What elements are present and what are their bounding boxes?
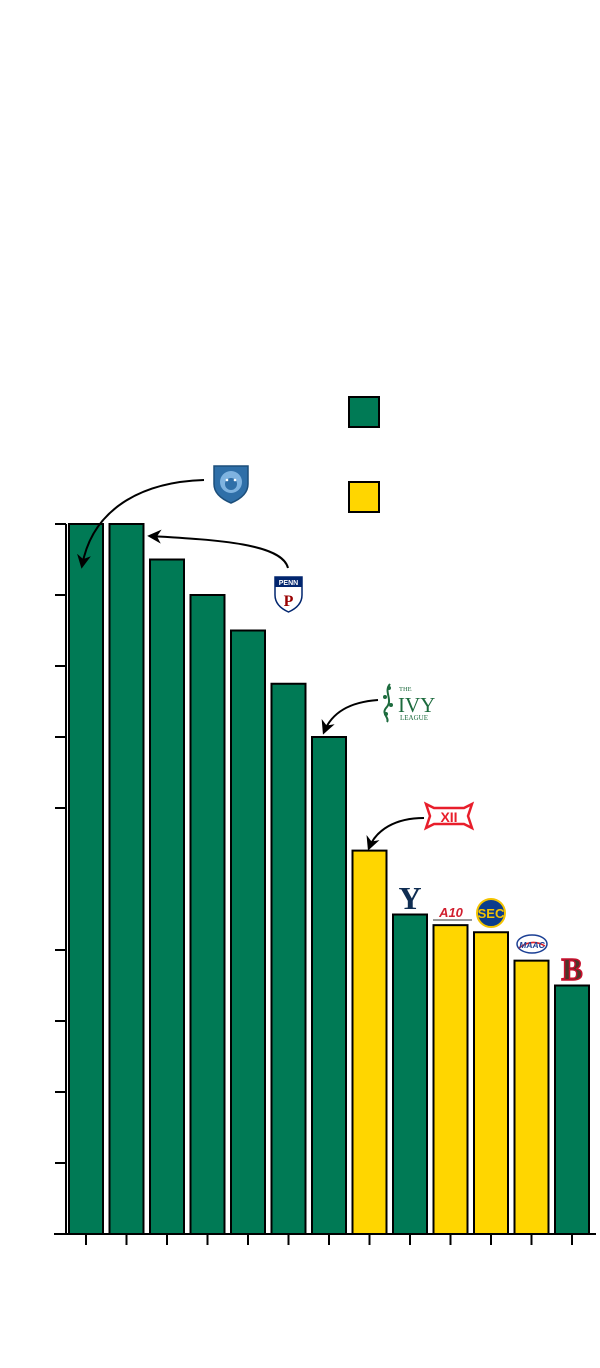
- yale-logo-letter: Y: [398, 880, 421, 916]
- bar-13: [554, 984, 590, 1235]
- annotation-arrows: [77, 479, 425, 851]
- bar-8: [351, 849, 388, 1235]
- brown-b-logo-icon: B: [561, 950, 584, 988]
- x-ticks: [85, 1234, 573, 1245]
- bar-11: [473, 931, 509, 1235]
- ivy-logo-league: LEAGUE: [400, 714, 428, 722]
- penn-shield-logo-icon: PENN P: [274, 576, 303, 613]
- yale-y-logo-icon: Y: [398, 880, 421, 916]
- lion-shield-logo-icon: [213, 465, 249, 504]
- bar-6: [270, 682, 307, 1235]
- sec-logo-icon: SEC: [476, 898, 506, 928]
- ivy-logo-ivy: IVY: [398, 693, 435, 717]
- maac-logo-text: MAAC: [519, 940, 545, 950]
- brown-logo-letter: B: [561, 951, 582, 987]
- bar-3: [149, 558, 185, 1235]
- maac-logo-icon: MAAC: [516, 934, 548, 954]
- a10-logo-text: A10: [438, 905, 464, 920]
- y-ticks: [55, 523, 66, 1164]
- ivy-logo-the: THE: [399, 686, 412, 693]
- legend-swatch-green: [348, 396, 380, 428]
- arrow-ivy-to-bar-7: [321, 699, 379, 735]
- bar-7: [311, 736, 347, 1235]
- bar-4: [189, 594, 226, 1235]
- arrow-penn-to-bar-2: [147, 529, 289, 569]
- sec-logo-text: SEC: [478, 906, 505, 921]
- bar-2: [108, 523, 145, 1235]
- big12-logo-text: XII: [440, 809, 457, 825]
- arrow-lion-to-bar-1: [77, 479, 205, 569]
- legend: [348, 396, 380, 513]
- bar-12: [513, 959, 550, 1236]
- bar-9: [392, 913, 428, 1235]
- a10-logo-icon: A10: [433, 905, 472, 921]
- penn-logo-letter: P: [284, 593, 294, 610]
- bar-1: [68, 523, 104, 1235]
- arrow-big12-to-bar-8: [366, 817, 425, 851]
- bars: [68, 523, 590, 1236]
- big-12-logo-icon: XII: [423, 801, 475, 831]
- bar-5: [230, 629, 266, 1235]
- penn-logo-text: PENN: [279, 580, 298, 587]
- ivy-league-logo-icon: THE IVY LEAGUE: [383, 683, 435, 723]
- bar-10: [432, 924, 469, 1236]
- legend-swatch-yellow: [348, 481, 380, 513]
